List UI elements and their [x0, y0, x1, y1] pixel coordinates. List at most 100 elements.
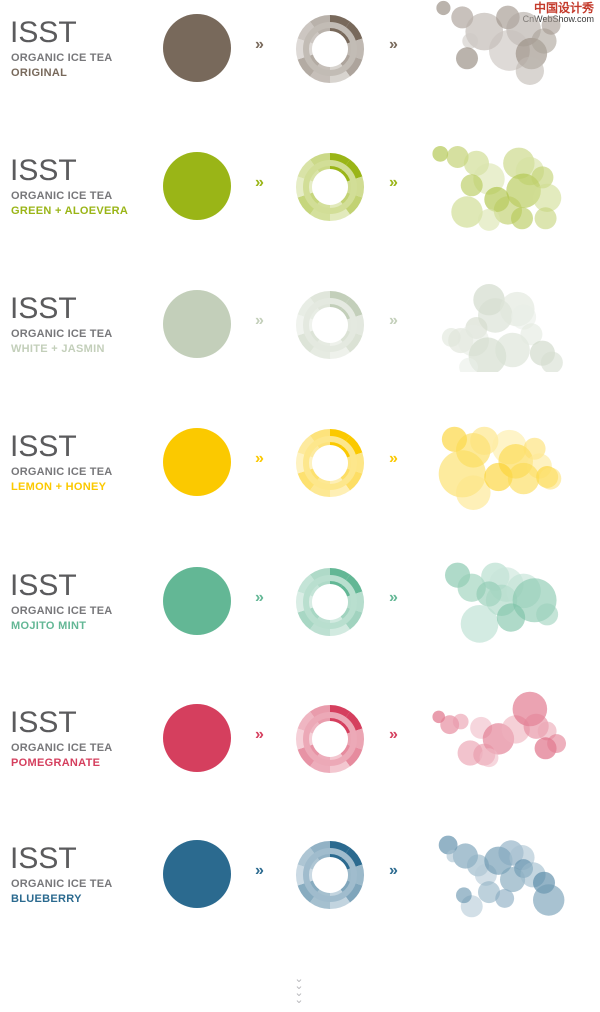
bubble-cluster	[438, 835, 565, 918]
donut-segment	[340, 54, 363, 77]
donut-segment	[340, 744, 363, 767]
donut-hole	[314, 33, 346, 65]
flavor-row: ISST ORGANIC ICE TEA LEMON + HONEY » »	[0, 426, 600, 538]
donut-graphic	[296, 841, 364, 909]
bubble	[456, 475, 491, 510]
flavor-row: ISST ORGANIC ICE TEA POMEGRANATE » »	[0, 691, 600, 814]
donut-hole	[314, 171, 346, 203]
donut-hole	[314, 309, 346, 341]
donut-segment	[340, 159, 363, 182]
bubble	[462, 33, 478, 49]
donut-segment	[297, 330, 320, 353]
bubble	[478, 208, 500, 231]
double-chevron-right-icon: »	[255, 726, 264, 743]
bubble	[446, 146, 469, 168]
bubble	[511, 304, 537, 330]
color-swatch	[163, 428, 231, 496]
double-chevron-right-icon: »	[255, 589, 264, 606]
donut-segment	[297, 607, 320, 630]
bubble	[457, 740, 483, 766]
donut-inner-ring	[303, 436, 357, 490]
donut-graphic	[296, 15, 364, 83]
donut-graphic	[296, 429, 364, 497]
flavor-label: GREEN + ALOEVERA	[11, 205, 129, 217]
flavor-label: WHITE + JASMIN	[11, 343, 105, 355]
double-chevron-right-icon: »	[389, 589, 398, 606]
flavor-label: LEMON + HONEY	[11, 481, 107, 493]
bubble	[531, 166, 554, 189]
donut-segment	[297, 159, 320, 182]
product-subtitle: ORGANIC ICE TEA	[11, 466, 113, 478]
donut-segment	[297, 880, 320, 903]
bubble	[531, 28, 557, 54]
donut-segment	[297, 54, 320, 77]
color-swatch	[163, 567, 231, 635]
brand-title: ISST	[10, 842, 77, 875]
bubble	[460, 605, 499, 643]
donut-inner-ring	[303, 848, 357, 902]
donut-graphic	[296, 291, 364, 359]
double-chevron-right-icon: »	[389, 174, 398, 191]
donut-segment	[340, 607, 363, 630]
donut-segment	[297, 192, 320, 215]
donut-inner-ring	[303, 160, 357, 214]
color-swatch	[163, 840, 231, 908]
bubble	[456, 887, 472, 904]
double-chevron-right-icon: »	[255, 312, 264, 329]
bubble	[436, 0, 451, 16]
donut-segment	[340, 880, 363, 903]
color-swatch	[163, 152, 231, 220]
donut-inner-ring	[303, 22, 357, 76]
bubble-cluster	[432, 691, 566, 768]
bubble-cluster	[441, 284, 563, 372]
bubble	[511, 207, 533, 230]
chevrons-down-icon[interactable]: ⌄ ⌄ ⌄ ⌄	[294, 972, 304, 1006]
donut-segment	[297, 21, 320, 44]
watermark-site-text: CnWebShow.com	[522, 14, 594, 24]
flavor-row: ISST ORGANIC ICE TEA MOJITO MINT » »	[0, 562, 600, 677]
donut-inner-ring	[303, 298, 357, 352]
watermark-chinese-text: 中国设计秀	[533, 1, 594, 15]
donut-hole	[314, 447, 346, 479]
bubble	[515, 56, 544, 85]
donut-segment	[297, 847, 320, 870]
double-chevron-right-icon: »	[389, 862, 398, 879]
product-subtitle: ORGANIC ICE TEA	[11, 878, 113, 890]
donut-hole	[314, 859, 346, 891]
brand-title: ISST	[10, 706, 77, 739]
bubble	[534, 207, 557, 230]
bubble	[533, 884, 565, 916]
donut-segment	[340, 435, 363, 458]
brand-title: ISST	[10, 292, 77, 325]
flavor-row: ISST ORGANIC ICE TEA WHITE + JASMIN » »	[0, 284, 600, 400]
donut-segment	[297, 435, 320, 458]
donut-segment	[297, 744, 320, 767]
bubble	[451, 196, 483, 228]
donut-segment	[340, 192, 363, 215]
bubble	[479, 748, 499, 768]
bubble	[456, 47, 478, 70]
double-chevron-right-icon: »	[255, 174, 264, 191]
bubble	[533, 183, 562, 212]
product-subtitle: ORGANIC ICE TEA	[11, 52, 113, 64]
bubble	[478, 881, 500, 904]
bubble	[520, 323, 543, 346]
donut-segment	[297, 297, 320, 320]
bubble	[536, 603, 559, 626]
brand-title: ISST	[10, 569, 77, 602]
bubble-cluster	[445, 562, 559, 643]
donut-segment	[340, 330, 363, 353]
flavor-label: ORIGINAL	[11, 67, 68, 79]
bubble	[495, 332, 530, 368]
donut-segment	[340, 468, 363, 491]
bubble	[446, 849, 460, 863]
flavor-label: POMEGRANATE	[11, 757, 101, 769]
bubble	[441, 328, 461, 347]
flavor-row: ISST ORGANIC ICE TEA BLUEBERRY » »	[0, 835, 600, 950]
bubble	[496, 603, 526, 632]
color-swatch	[163, 704, 231, 772]
product-subtitle: ORGANIC ICE TEA	[11, 328, 113, 340]
brand-title: ISST	[10, 154, 77, 187]
double-chevron-right-icon: »	[255, 450, 264, 467]
bubble	[507, 462, 540, 495]
